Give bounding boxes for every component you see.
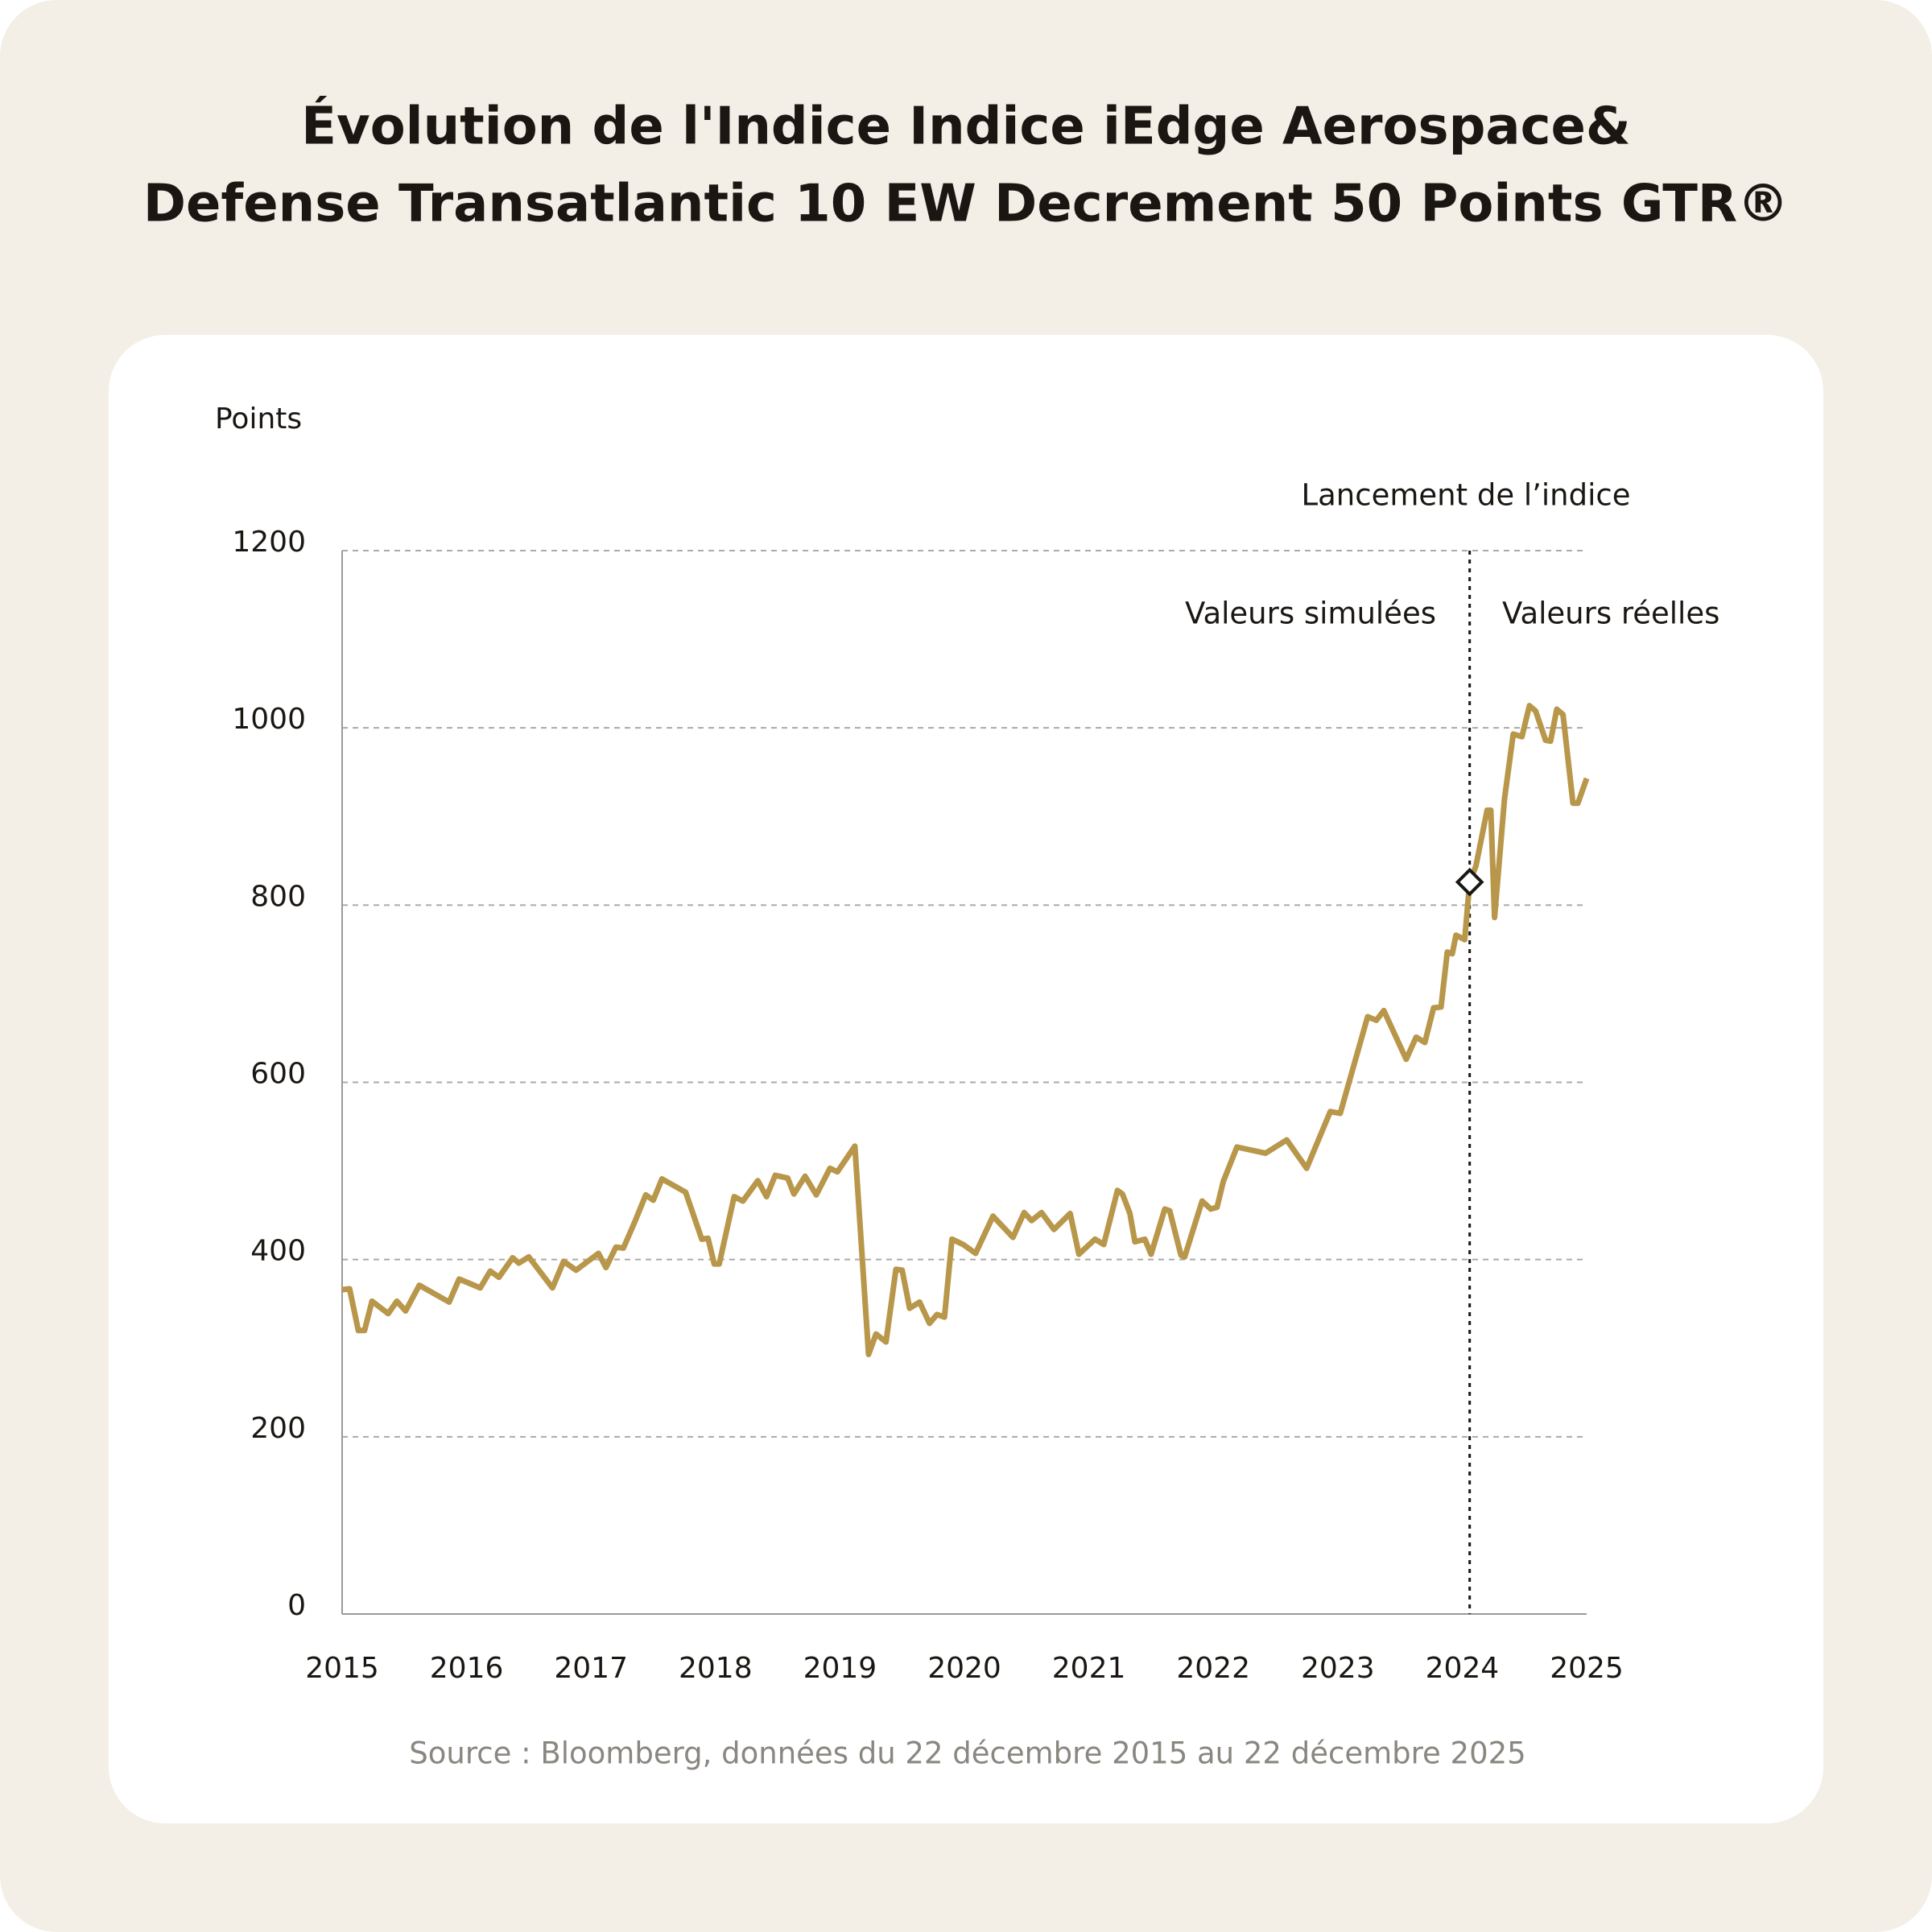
x-tick-label: 2024 xyxy=(1426,1652,1500,1685)
y-tick-label: 600 xyxy=(250,1058,306,1091)
line xyxy=(341,703,1590,1357)
x-tick-label: 2016 xyxy=(430,1652,504,1685)
y-tick-label: 800 xyxy=(250,880,306,913)
x-tick-label: 2015 xyxy=(305,1652,379,1685)
y-tick-label: 200 xyxy=(250,1412,306,1445)
chart-title: Évolution de l'Indice Indice iEdge Aeros… xyxy=(301,96,1630,157)
y-tick-label: 1200 xyxy=(232,526,306,559)
x-tick-label: 2023 xyxy=(1301,1652,1375,1685)
y-tick-label: 0 xyxy=(287,1589,306,1622)
card xyxy=(109,335,1823,1823)
chart-title: Defense Transatlantic 10 EW Decrement 50… xyxy=(143,175,1789,234)
launch-marker xyxy=(1455,867,1484,897)
y-axis-label: Points xyxy=(215,402,302,436)
x-tick-label: 2017 xyxy=(554,1652,628,1685)
x-tick-label: 2018 xyxy=(679,1652,753,1685)
source: Source : Bloomberg, données du 22 décemb… xyxy=(409,1736,1525,1771)
x-tick-label: 2022 xyxy=(1176,1652,1250,1685)
x-tick-label: 2021 xyxy=(1052,1652,1126,1685)
annotation: Valeurs réelles xyxy=(1502,597,1719,631)
annotation: Lancement de l’indice xyxy=(1301,478,1630,513)
y-tick-label: 400 xyxy=(250,1235,306,1268)
x-tick-label: 2025 xyxy=(1550,1652,1624,1685)
y-tick-label: 1000 xyxy=(232,703,306,736)
annotation: Valeurs simulées xyxy=(1185,597,1436,631)
x-tick-label: 2020 xyxy=(927,1652,1001,1685)
x-tick-label: 2019 xyxy=(803,1652,877,1685)
